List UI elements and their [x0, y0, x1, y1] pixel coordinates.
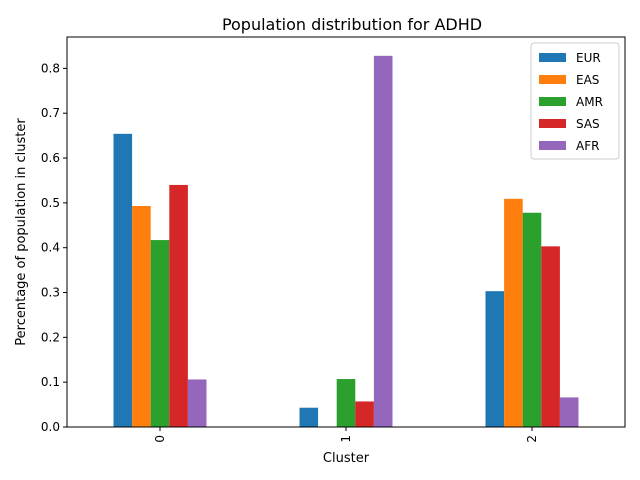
y-tick-label: 0.3 — [41, 286, 60, 300]
x-tick-label: 1 — [339, 435, 353, 443]
legend-swatch-afr — [539, 141, 566, 150]
y-tick-label: 0.2 — [41, 330, 60, 344]
x-tick-label: 0 — [153, 435, 167, 443]
legend-label-amr: AMR — [576, 95, 603, 109]
y-tick-label: 0.5 — [41, 196, 60, 210]
y-tick-label: 0.4 — [41, 241, 60, 255]
y-axis: 0.0 0.1 0.2 0.3 0.4 0.5 0.6 0.7 0.8 — [41, 61, 67, 434]
y-tick-label: 0.8 — [41, 61, 60, 75]
y-axis-label: Percentage of population in cluster — [14, 118, 29, 346]
legend-swatch-amr — [539, 97, 566, 106]
legend-label-eur: EUR — [576, 51, 601, 65]
bar-afr-cluster-0 — [187, 379, 207, 427]
bar-amr-cluster-2 — [522, 212, 542, 427]
x-tick-label: 2 — [525, 435, 539, 443]
legend-label-sas: SAS — [576, 117, 600, 131]
bars-group — [113, 55, 579, 427]
bar-eur-cluster-1 — [299, 407, 319, 427]
bar-eur-cluster-2 — [485, 291, 505, 427]
bar-amr-cluster-1 — [336, 379, 356, 427]
chart-title: Population distribution for ADHD — [222, 15, 482, 34]
bar-afr-cluster-2 — [559, 397, 579, 427]
bar-eas-cluster-2 — [504, 198, 523, 427]
bar-sas-cluster-1 — [355, 401, 374, 427]
bar-eas-cluster-0 — [132, 206, 151, 427]
x-axis: 0 1 2 — [153, 427, 539, 443]
legend-swatch-sas — [539, 119, 566, 128]
y-tick-label: 0.1 — [41, 375, 60, 389]
bar-afr-cluster-1 — [373, 55, 393, 427]
legend-swatch-eas — [539, 75, 566, 84]
bar-amr-cluster-0 — [150, 240, 170, 427]
y-tick-label: 0.0 — [41, 420, 60, 434]
legend: EUR EAS AMR SAS AFR — [530, 42, 620, 160]
bar-sas-cluster-0 — [169, 184, 188, 427]
bar-eur-cluster-0 — [113, 133, 133, 427]
bar-sas-cluster-2 — [541, 246, 560, 427]
x-axis-label: Cluster — [323, 451, 370, 466]
plot-frame — [66, 36, 626, 428]
y-tick-label: 0.6 — [41, 151, 60, 165]
legend-swatch-eur — [539, 53, 566, 62]
y-tick-label: 0.7 — [41, 106, 60, 120]
legend-label-eas: EAS — [576, 73, 599, 87]
legend-box — [530, 42, 620, 160]
legend-label-afr: AFR — [576, 139, 599, 153]
